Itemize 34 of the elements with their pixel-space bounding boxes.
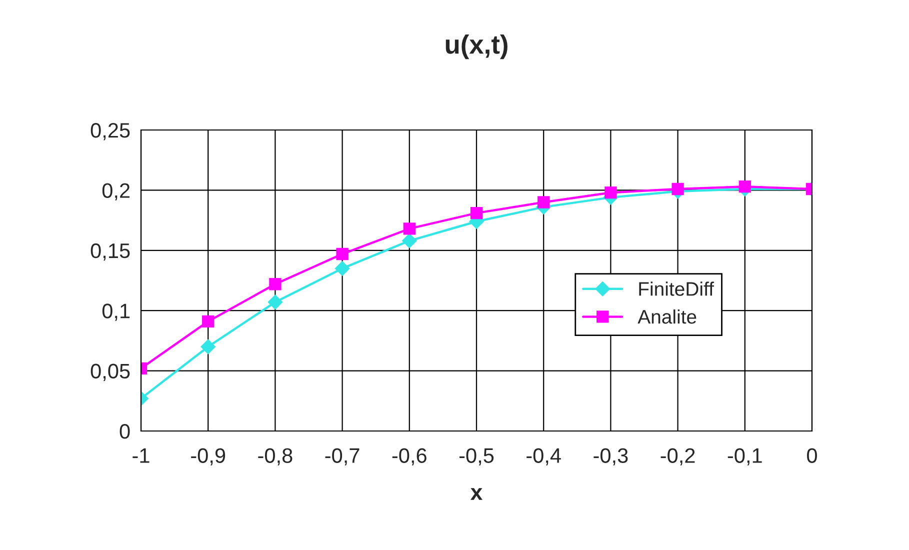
x-tick-label: -0,8 [258, 448, 292, 466]
x-tick-label: -0,1 [728, 448, 762, 466]
y-tick-label: 0,2 [102, 183, 130, 200]
point [604, 186, 617, 199]
point [268, 294, 283, 310]
x-axis-title: x [470, 488, 483, 500]
x-tick-label: 0 [807, 448, 817, 463]
x-tick-label: -0,7 [325, 448, 360, 466]
y-tick-label: 0,15 [90, 243, 130, 261]
x-tick-label: -0,2 [660, 448, 695, 466]
point [402, 233, 417, 248]
y-tick-label: 0 [120, 424, 130, 439]
chart-title: u(x,t) [446, 34, 508, 60]
point [403, 222, 416, 235]
x-tick-label: -0,3 [594, 448, 628, 466]
point [269, 278, 282, 290]
x-tick-label: -0,6 [392, 448, 426, 466]
point [200, 339, 216, 354]
x-tick-label: -0,4 [526, 448, 561, 466]
legend-label: FiniteDiff [639, 282, 714, 296]
x-tick-label: -0,9 [191, 448, 226, 466]
point [538, 196, 550, 208]
point [470, 207, 483, 220]
y-tick-label: 0,25 [90, 123, 130, 140]
point [672, 182, 684, 196]
y-tick-label: 0,05 [90, 364, 130, 382]
point [738, 180, 751, 193]
x-tick-label: -1 [132, 448, 150, 463]
y-tick-label: 0,1 [102, 304, 130, 321]
point [336, 248, 348, 260]
legend-label: Analite [638, 309, 696, 324]
x-tick-label: -0,5 [459, 448, 494, 466]
point [202, 315, 214, 328]
point [334, 261, 350, 276]
